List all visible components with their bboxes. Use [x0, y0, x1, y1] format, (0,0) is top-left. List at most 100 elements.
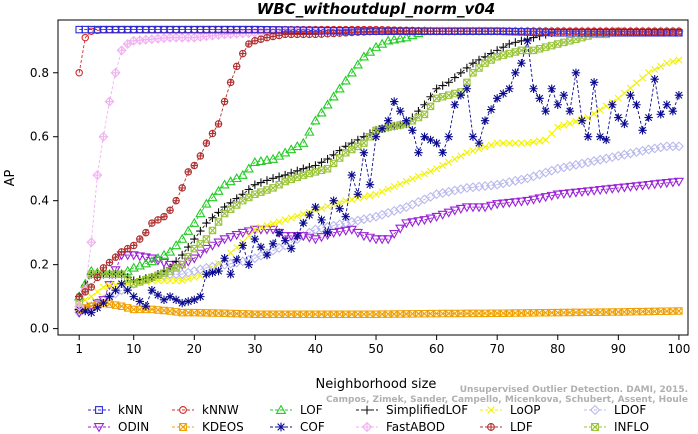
data-point: [305, 210, 314, 220]
data-point: [105, 258, 114, 267]
data-point: [208, 268, 217, 277]
data-point: [552, 163, 563, 174]
data-point: [492, 200, 503, 210]
data-point: [128, 251, 139, 261]
data-point: [329, 310, 338, 318]
data-point: [426, 102, 435, 111]
data-point: [632, 79, 641, 87]
data-point: [232, 255, 241, 265]
legend-item-knn: kNN: [88, 403, 143, 417]
data-point: [613, 150, 624, 161]
data-point: [328, 91, 339, 101]
data-point: [280, 232, 291, 242]
data-point: [455, 204, 466, 214]
series-line: [78, 30, 619, 304]
data-point: [245, 40, 253, 48]
data-point: [608, 100, 617, 109]
data-point: [499, 42, 508, 52]
data-point: [625, 148, 636, 159]
data-point: [358, 51, 370, 61]
data-point: [250, 180, 260, 189]
data-point: [487, 406, 495, 414]
data-point: [262, 250, 272, 260]
data-point: [571, 68, 581, 77]
data-point: [505, 49, 514, 58]
data-point: [153, 290, 163, 300]
data-point: [128, 262, 139, 272]
data-point: [601, 185, 612, 195]
data-point: [523, 139, 532, 147]
data-point: [414, 172, 423, 180]
data-point: [529, 309, 538, 317]
data-point: [136, 277, 144, 286]
data-point: [134, 260, 145, 270]
x-tick-label: 1: [75, 342, 83, 356]
data-point: [583, 132, 593, 141]
data-point: [602, 135, 611, 145]
data-point: [487, 423, 495, 431]
data-point: [371, 132, 381, 141]
data-point: [268, 174, 278, 183]
data-point: [366, 191, 374, 200]
data-point: [433, 165, 441, 173]
data-point: [214, 120, 223, 128]
data-point: [542, 136, 550, 144]
data-point: [226, 205, 235, 213]
data-point: [516, 174, 527, 185]
data-point: [214, 266, 223, 276]
data-point: [348, 145, 356, 154]
data-point: [469, 147, 477, 155]
data-point: [360, 139, 368, 147]
series-odin: [74, 177, 685, 318]
series-line: [79, 40, 680, 314]
data-point: [419, 216, 430, 226]
data-point: [304, 126, 315, 136]
x-tick-label: 70: [490, 342, 505, 356]
data-point: [310, 224, 321, 235]
data-point: [171, 295, 181, 305]
data-point: [220, 97, 229, 106]
data-point: [437, 188, 448, 198]
data-point: [195, 208, 206, 218]
data-point: [99, 298, 108, 308]
data-point: [202, 270, 211, 279]
data-point: [674, 90, 684, 100]
data-point: [362, 405, 372, 415]
data-point: [535, 45, 544, 53]
data-point: [158, 258, 170, 268]
data-point: [462, 84, 472, 93]
data-point: [129, 280, 138, 288]
legend-label: SimplifiedLOF: [386, 403, 468, 417]
data-point: [179, 423, 187, 431]
data-point: [474, 138, 484, 148]
data-point: [310, 115, 321, 125]
data-point: [299, 171, 308, 179]
y-tick-label: 0.6: [30, 130, 49, 144]
legend-label: ODIN: [118, 420, 149, 434]
data-point: [443, 208, 454, 218]
data-point: [462, 63, 472, 73]
data-point: [116, 285, 127, 296]
data-point: [554, 40, 562, 48]
data-point: [95, 406, 103, 414]
data-point: [316, 233, 327, 243]
data-point: [92, 170, 103, 181]
data-point: [451, 155, 459, 163]
data-point: [225, 233, 236, 243]
data-point: [463, 149, 471, 157]
y-tick-label: 0.0: [30, 322, 49, 336]
data-point: [154, 216, 162, 224]
data-point: [655, 179, 666, 189]
data-point: [407, 218, 418, 228]
data-point: [607, 152, 618, 163]
x-tick-label: 80: [550, 342, 565, 356]
data-point: [577, 116, 587, 125]
data-point: [479, 203, 491, 213]
data-point: [105, 292, 114, 301]
legend-label: COF: [300, 420, 325, 434]
legend: kNN kNNW LOF SimplifiedLOF LoOP LDOF ODIN KDEOS…: [88, 403, 649, 434]
data-point: [142, 228, 150, 237]
data-point: [123, 244, 132, 253]
data-point: [160, 277, 168, 285]
data-point: [269, 184, 277, 192]
